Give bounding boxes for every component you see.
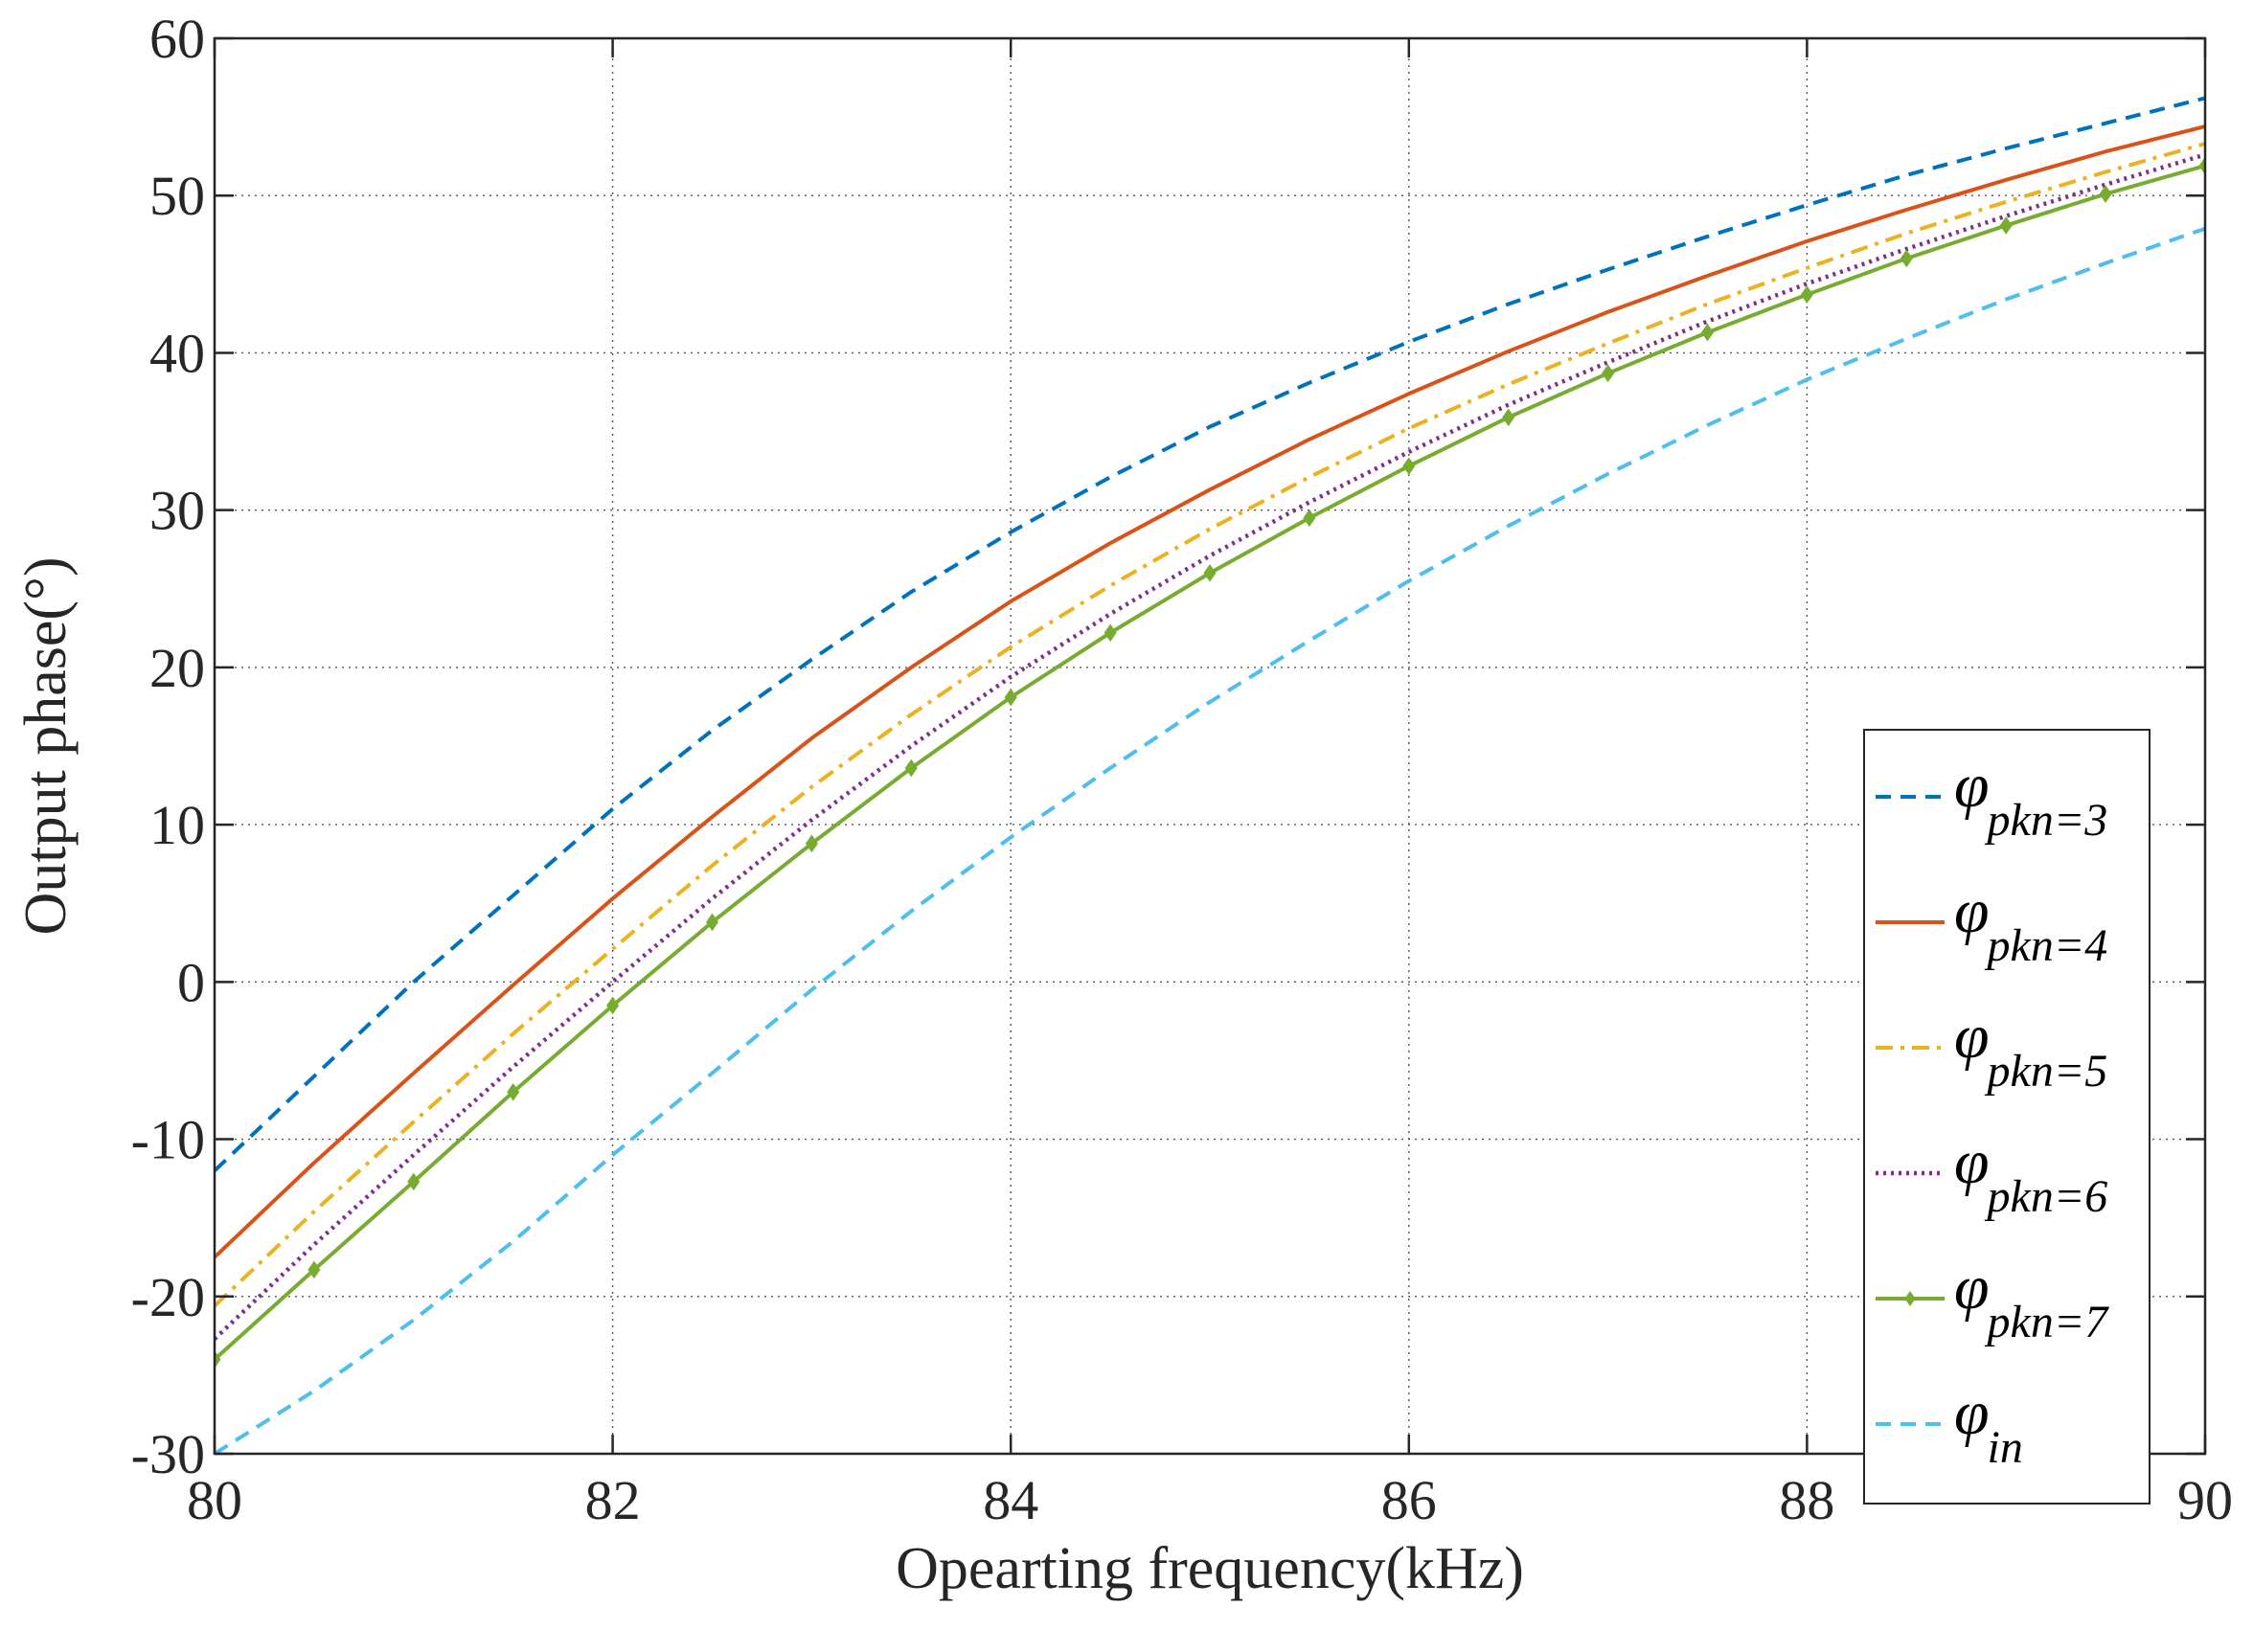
legend-subscript: in — [1988, 1422, 2023, 1473]
legend-symbol: φ — [1954, 876, 1990, 946]
legend-symbol: φ — [1954, 751, 1990, 821]
series-line-1 — [215, 96, 2205, 1172]
data-point-marker — [1602, 364, 1615, 383]
x-axis-title: Opearting frequency(kHz) — [896, 1536, 1524, 1601]
y-tick-label: -30 — [131, 1423, 205, 1485]
x-tick-label: 80 — [187, 1469, 242, 1531]
legend-subscript: pkn=6 — [1985, 1171, 2108, 1222]
x-axis-tick-labels: 80 82 84 86 88 90 — [187, 1469, 2233, 1531]
axis-ticks — [213, 36, 2207, 1456]
data-point-marker — [1004, 688, 1017, 707]
x-tick-label: 88 — [1779, 1469, 1834, 1531]
plot-series — [215, 96, 2205, 1454]
data-point-marker — [1303, 509, 1316, 528]
y-tick-label: 40 — [149, 322, 205, 384]
data-point-marker — [1104, 623, 1117, 643]
legend-marker — [1904, 1291, 1916, 1306]
legend-label-4: φpkn=6 — [1954, 1127, 2107, 1222]
data-point-marker — [1203, 564, 1217, 582]
legend-subscript: pkn=3 — [1985, 795, 2108, 846]
x-tick-label: 82 — [585, 1469, 641, 1531]
y-axis-tick-labels: -30 -20 -10 0 10 20 30 40 50 60 — [131, 8, 205, 1485]
data-point-marker — [307, 1260, 321, 1279]
data-point-marker — [407, 1172, 421, 1191]
data-point-marker — [215, 1350, 221, 1369]
data-point-marker — [805, 834, 818, 853]
data-point-marker — [606, 996, 620, 1015]
legend-subscript: pkn=4 — [1985, 920, 2108, 971]
data-point-marker — [1800, 285, 1813, 304]
plot-frame — [213, 36, 2207, 1456]
legend-symbol: φ — [1954, 1378, 1990, 1448]
y-tick-label: 0 — [177, 951, 205, 1013]
x-tick-label: 90 — [2177, 1469, 2233, 1531]
x-tick-label: 84 — [983, 1469, 1038, 1531]
data-point-marker — [2198, 156, 2205, 175]
legend-label-1: φpkn=3 — [1954, 751, 2107, 846]
series-line-6 — [215, 226, 2205, 1454]
legend-label-2: φpkn=4 — [1954, 876, 2107, 971]
y-tick-label: 10 — [149, 794, 205, 856]
legend-subscript: pkn=5 — [1985, 1046, 2108, 1097]
series-line-3 — [215, 142, 2205, 1308]
data-point-marker — [2099, 185, 2112, 203]
y-tick-label: 60 — [149, 8, 205, 70]
legend-subscript: pkn=7 — [1985, 1297, 2110, 1347]
legend-symbol: φ — [1954, 1127, 1990, 1197]
data-point-marker — [1999, 216, 2013, 235]
data-point-marker — [1900, 249, 1913, 268]
legend-box — [1863, 729, 2151, 1505]
data-point-marker — [1700, 323, 1715, 342]
y-tick-label: -10 — [131, 1109, 205, 1171]
legend-label-6: φin — [1954, 1378, 2023, 1473]
legend-symbol: φ — [1954, 1002, 1990, 1072]
y-tick-label: 20 — [149, 637, 205, 699]
series-line-2 — [215, 124, 2205, 1259]
data-point-marker — [904, 758, 918, 778]
y-tick-label: 50 — [149, 165, 205, 227]
data-point-marker — [705, 913, 719, 932]
legend-symbol: φ — [1954, 1253, 1990, 1323]
y-tick-label: -20 — [131, 1266, 205, 1328]
y-axis-title: Output phase(°) — [13, 557, 79, 936]
x-tick-label: 86 — [1381, 1469, 1437, 1531]
legend-label-5: φpkn=7 — [1954, 1253, 2109, 1347]
y-tick-label: 30 — [149, 480, 205, 542]
data-point-marker — [1402, 457, 1416, 475]
data-point-marker — [507, 1082, 520, 1101]
data-point-marker — [1502, 408, 1515, 427]
legend-label-3: φpkn=5 — [1954, 1002, 2107, 1097]
